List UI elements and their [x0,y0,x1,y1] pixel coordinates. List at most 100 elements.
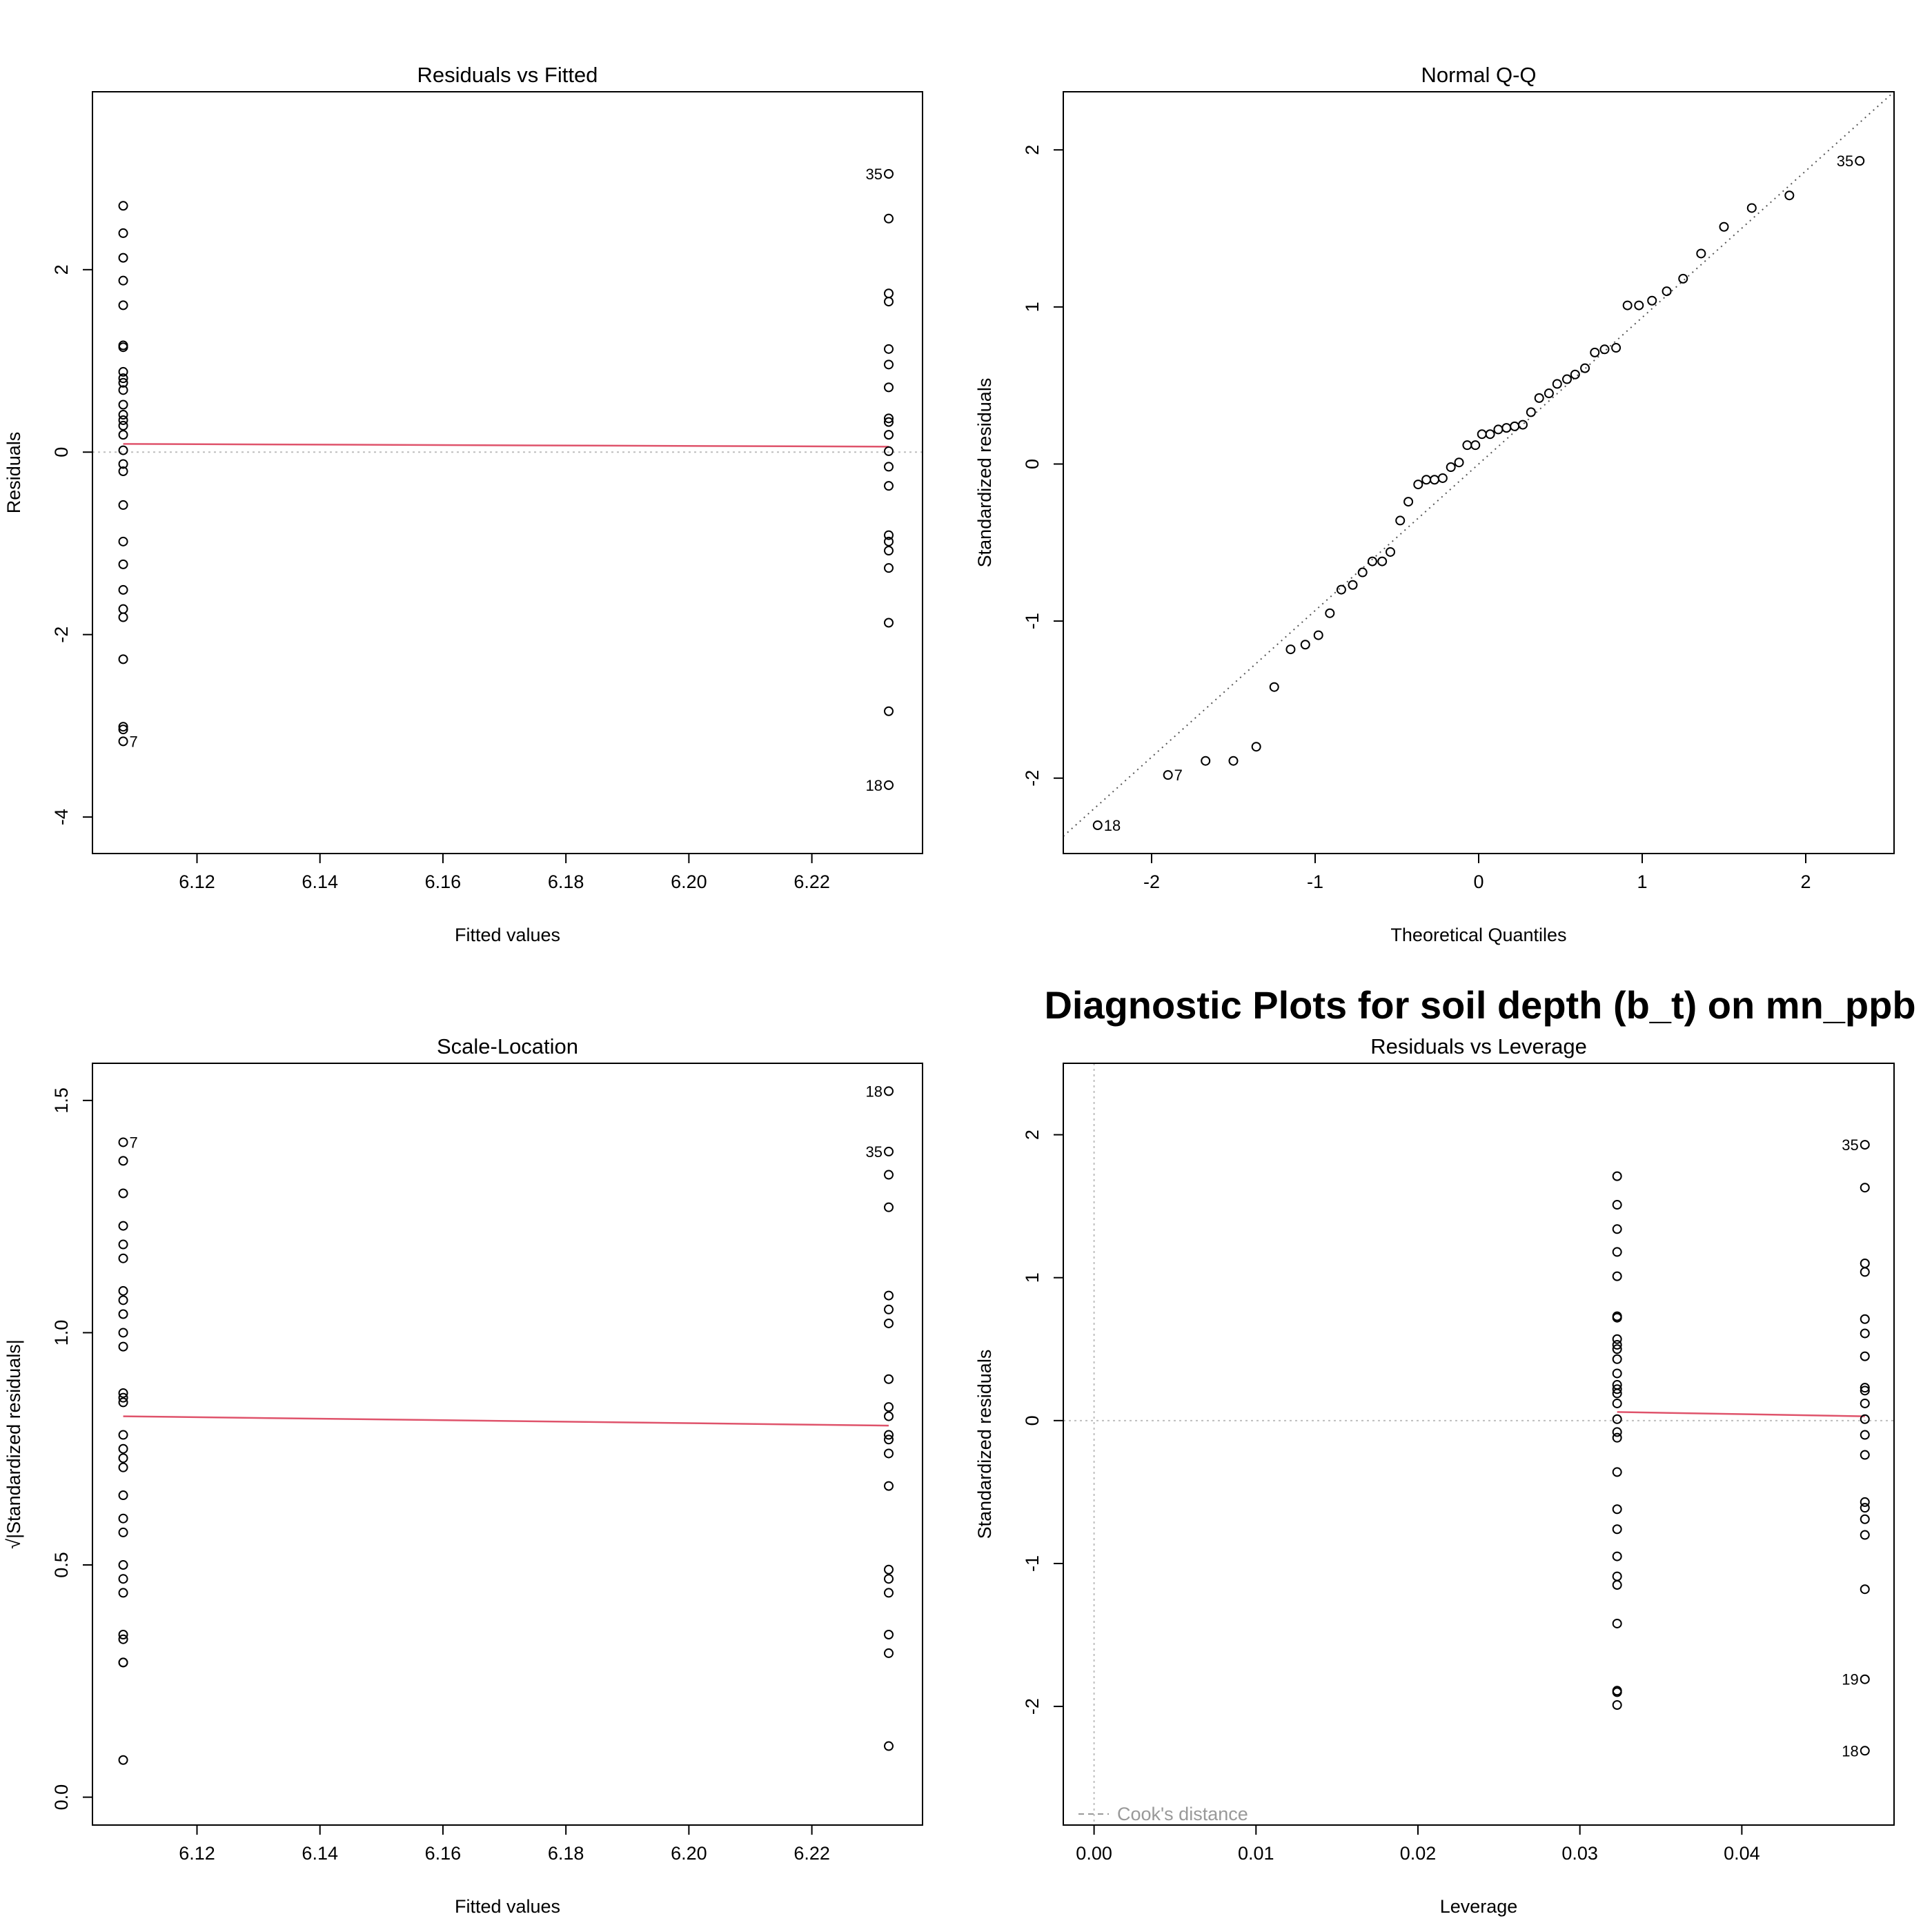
panel-title: Normal Q-Q [1421,63,1536,87]
data-point [1719,221,1729,232]
y-tick-label: 0 [51,447,72,457]
plot-frame [92,1063,923,1826]
data-point [118,1341,128,1352]
data-point [1860,1414,1870,1424]
data-point [1860,1584,1870,1595]
data-point [1678,273,1688,284]
x-tick-label: 1 [1637,871,1647,892]
data-point [1403,497,1414,507]
data-point [1612,1200,1622,1210]
x-tick-label: 0.03 [1561,1843,1598,1864]
y-tick-label: 1 [1022,1272,1043,1283]
data-point [118,1221,128,1231]
data-point [883,1574,894,1584]
data-point [1612,1344,1622,1354]
data-point [1612,1504,1622,1515]
data-point [883,1448,894,1459]
data-point [118,373,128,384]
data-point [1612,1388,1622,1399]
data-point [1544,388,1554,399]
data-point [883,1588,894,1598]
data-point [1612,1551,1622,1561]
point-label: 18 [866,777,883,794]
data-point [1860,1497,1870,1507]
data-point [118,1430,128,1440]
data-point [1746,203,1757,213]
data-point [118,1397,128,1408]
data-point [1348,580,1358,590]
figure-title: Diagnostic Plots for soil depth (b_t) on… [1044,983,1915,1027]
x-tick-label: 6.12 [179,1843,215,1864]
data-point [1612,1687,1622,1697]
data-point [883,1374,894,1384]
data-point [883,546,894,556]
data-point [1612,1368,1622,1379]
data-point [118,1137,128,1147]
data-point [1612,1398,1622,1408]
data-point [1313,630,1323,640]
data-point [118,1560,128,1570]
data-point [118,400,128,410]
data-point [883,382,894,393]
data-point [1634,300,1644,310]
x-tick-label: 0.00 [1076,1843,1112,1864]
point-label: 35 [866,166,883,183]
x-tick-label: 6.16 [425,871,462,892]
data-point [118,228,128,238]
data-point [883,1411,894,1421]
data-point [1612,1700,1622,1711]
data-point [118,366,128,377]
data-point [1386,546,1396,557]
x-tick-label: 6.22 [793,871,830,892]
qq-panel: 18 7 35 -2 -1 0 1 2 -2 -1 0 1 2 Normal Q-Q Theoretical… [974,63,1895,945]
plot-frame [1063,1063,1895,1826]
data-point [118,1755,128,1765]
data-point [883,780,894,790]
y-tick-label: 2 [1022,145,1043,155]
data-point [1860,1140,1870,1150]
data-point [883,1402,894,1412]
data-point [1612,1171,1622,1181]
data-point [118,1527,128,1537]
data-point [1860,1430,1870,1440]
data-point [1612,1354,1622,1364]
y-tick-label: -4 [51,809,72,825]
point-label: 7 [130,1134,138,1151]
y-tick-label: 0.5 [51,1552,72,1578]
data-point [118,1462,128,1472]
data-point [883,530,894,540]
data-point [1860,1351,1870,1361]
point-label: 19 [1842,1671,1858,1688]
point-label: 35 [866,1143,883,1161]
y-tick-label: 1.0 [51,1320,72,1346]
data-point [1860,1383,1870,1393]
data-point [1580,363,1590,373]
data-point [118,500,128,510]
data-point [883,413,894,424]
data-point [118,1295,128,1305]
data-point [1251,742,1261,752]
panel-title: Residuals vs Leverage [1370,1034,1587,1058]
data-point [1228,756,1239,766]
data-point [118,466,128,477]
data-point [1647,295,1657,306]
data-point [1462,440,1472,451]
data-point [1662,286,1672,297]
data-point [1437,473,1448,483]
data-point [118,1309,128,1319]
data-point [1612,1224,1622,1234]
x-tick-label: 0.04 [1724,1843,1760,1864]
data-point [1860,1450,1870,1460]
data-point [883,1741,894,1751]
data-point [1612,1432,1622,1443]
data-point [1493,424,1504,435]
data-point [883,618,894,628]
data-point [118,1588,128,1598]
data-point [118,1328,128,1338]
data-point [1367,556,1377,566]
data-point [118,300,128,310]
data-point [1599,344,1610,355]
panel-title: Residuals vs Fitted [417,63,598,87]
data-point [1430,475,1440,485]
data-point [118,736,128,747]
